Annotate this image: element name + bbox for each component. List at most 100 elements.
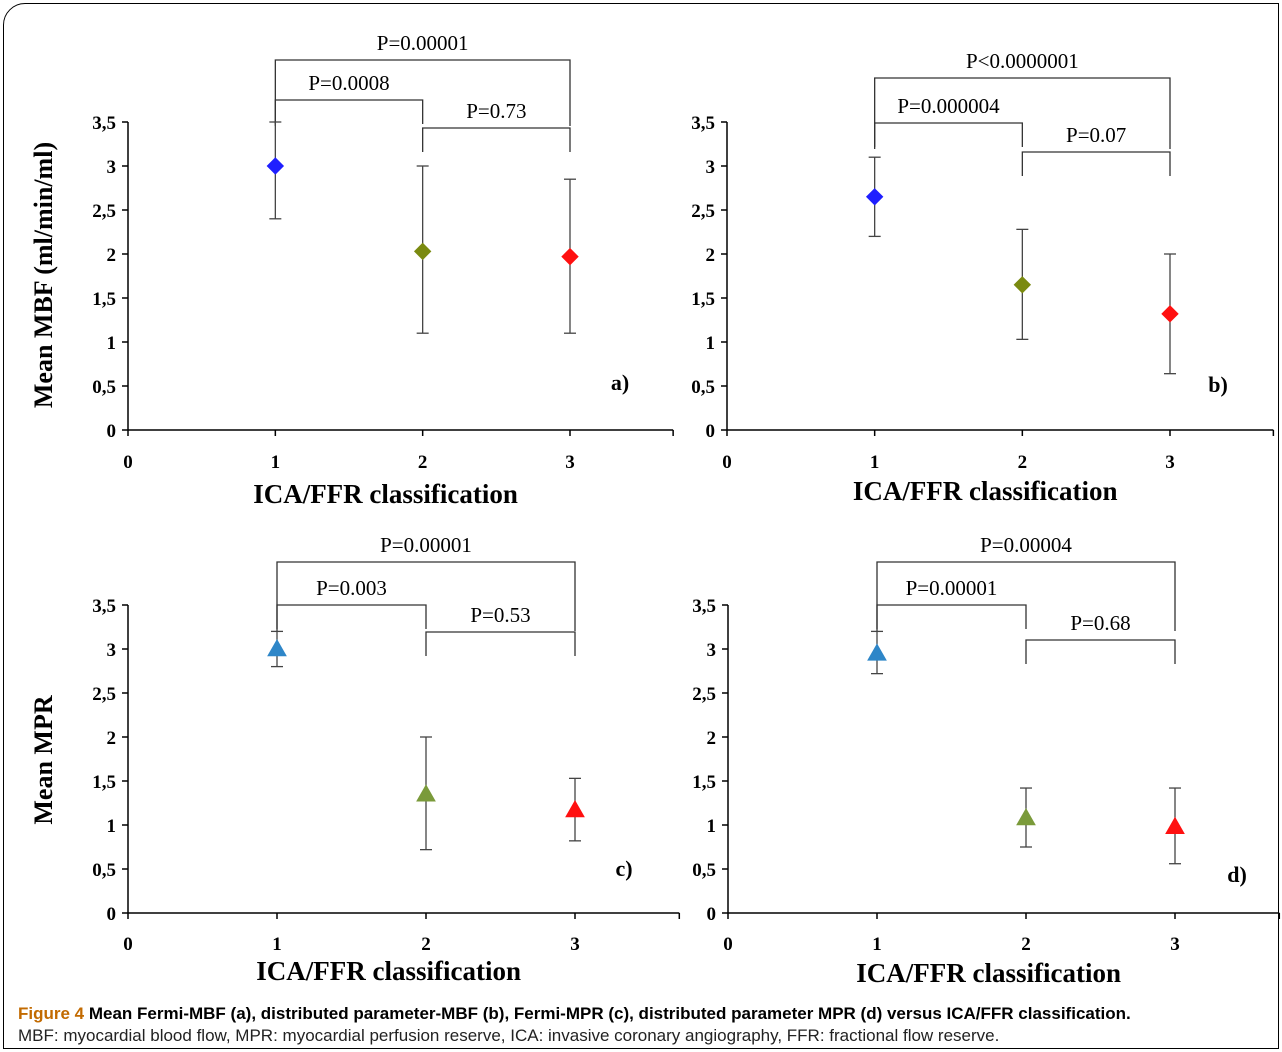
y-tick-label: 3,5 <box>92 596 116 617</box>
y-tick-label: 0,5 <box>92 377 116 398</box>
significance-bracket <box>874 122 1023 147</box>
x-tick-label: 3 <box>570 934 580 955</box>
y-axis-label: Mean MBF (ml/min/ml) <box>29 142 58 408</box>
panel-label: b) <box>1208 372 1228 397</box>
y-tick-label: 3 <box>706 157 716 178</box>
data-point-marker <box>1013 276 1032 294</box>
caption-note: MBF: myocardial blood flow, MPR: myocard… <box>18 1026 1000 1045</box>
significance-bracket <box>876 561 1176 631</box>
data-point-marker <box>413 242 432 261</box>
y-tick-label: 1,5 <box>692 772 716 793</box>
x-tick-label: 3 <box>1170 934 1180 955</box>
data-point-marker <box>867 643 887 661</box>
y-tick-label: 0 <box>107 421 117 442</box>
p-value-label: P=0.00001 <box>380 533 472 557</box>
x-tick-label: 1 <box>872 934 882 955</box>
y-tick-label: 1 <box>706 333 716 354</box>
p-value-label: P=0.003 <box>316 576 387 600</box>
y-tick-label: 3 <box>107 157 117 178</box>
x-tick-label: 3 <box>1165 452 1175 473</box>
significance-bracket <box>874 77 1171 149</box>
chart-panel-d: 0 0,5 1 1,5 2 2,5 3 3,5 0 1 2 3 ICA/FFR classificati… <box>692 533 1281 988</box>
p-value-label: P=0.68 <box>1070 611 1130 635</box>
x-axis-label: ICA/FFR classification <box>256 956 521 986</box>
data-point-marker <box>1161 305 1179 323</box>
data-point-marker <box>266 157 285 175</box>
y-tick-label: 0,5 <box>92 860 116 881</box>
charts-svg: 0 0,5 1 1,5 2 2,5 3 3,5 0 1 2 3 ICA/FFR classificati… <box>29 31 1281 988</box>
y-tick-label: 3 <box>707 640 717 661</box>
x-tick-label: 1 <box>271 452 281 473</box>
significance-bracket <box>276 561 576 631</box>
y-tick-label: 2,5 <box>92 684 116 705</box>
panel-label: d) <box>1227 862 1247 887</box>
p-value-label: P<0.0000001 <box>966 49 1079 73</box>
significance-bracket <box>1021 151 1171 176</box>
significance-bracket <box>425 631 576 656</box>
data-point-marker <box>416 784 436 802</box>
panel-label: c) <box>615 856 632 881</box>
data-point-marker <box>1016 807 1036 826</box>
y-tick-label: 1 <box>107 333 117 354</box>
x-tick-label: 0 <box>723 934 733 955</box>
y-tick-label: 3,5 <box>691 113 715 134</box>
p-value-label: P=0.53 <box>470 603 530 627</box>
significance-bracket <box>422 127 571 152</box>
significance-bracket <box>276 604 427 629</box>
y-tick-label: 3,5 <box>92 113 116 134</box>
data-point-marker <box>865 188 884 206</box>
x-tick-label: 0 <box>123 934 133 955</box>
figure-frame <box>3 3 1279 1049</box>
y-tick-label: 1 <box>107 816 117 837</box>
y-tick-label: 1,5 <box>92 772 116 793</box>
significance-bracket <box>1025 639 1176 664</box>
y-tick-label: 1,5 <box>92 289 116 310</box>
x-tick-label: 2 <box>1021 934 1031 955</box>
y-tick-label: 2,5 <box>92 201 116 222</box>
y-tick-label: 0,5 <box>691 377 715 398</box>
x-tick-label: 1 <box>870 452 880 473</box>
y-tick-label: 2 <box>107 728 117 749</box>
figure-caption: Figure 4 Mean Fermi-MBF (a), distributed… <box>18 1003 1273 1047</box>
chart-panel-a: 0 0,5 1 1,5 2 2,5 3 3,5 0 1 2 3 ICA/FFR classificati… <box>29 31 674 509</box>
x-axis-label: ICA/FFR classification <box>253 479 518 509</box>
y-tick-label: 2 <box>706 245 716 266</box>
x-tick-label: 0 <box>722 452 732 473</box>
y-tick-label: 1,5 <box>691 289 715 310</box>
y-tick-label: 2,5 <box>692 684 716 705</box>
y-tick-label: 2 <box>107 245 117 266</box>
y-tick-label: 3 <box>107 640 117 661</box>
y-tick-label: 2 <box>707 728 717 749</box>
caption-title: Mean Fermi-MBF (a), distributed paramete… <box>88 1004 1131 1023</box>
x-tick-label: 3 <box>565 452 575 473</box>
data-point-marker <box>565 800 585 818</box>
data-point-marker <box>561 247 579 266</box>
p-value-label: P=0.000004 <box>897 94 1000 118</box>
p-value-label: P=0.73 <box>466 99 526 123</box>
p-value-label: P=0.07 <box>1066 123 1126 147</box>
significance-bracket <box>274 99 424 124</box>
caption-title-line: Figure 4 Mean Fermi-MBF (a), distributed… <box>18 1003 1273 1025</box>
x-tick-label: 1 <box>272 934 282 955</box>
y-tick-label: 2,5 <box>691 201 715 222</box>
y-tick-label: 0 <box>107 904 117 925</box>
y-axis-label: Mean MPR <box>29 695 58 824</box>
x-tick-label: 2 <box>421 934 431 955</box>
significance-bracket <box>274 59 571 126</box>
y-tick-label: 0,5 <box>692 860 716 881</box>
x-tick-label: 2 <box>1018 452 1028 473</box>
x-tick-label: 0 <box>123 452 133 473</box>
y-tick-label: 0 <box>706 421 716 442</box>
p-value-label: P=0.0008 <box>308 71 389 95</box>
p-value-label: P=0.00001 <box>906 576 998 600</box>
data-point-marker <box>267 638 287 657</box>
chart-panel-b: 0 0,5 1 1,5 2 2,5 3 3,5 0 1 2 3 ICA/FFR classificati… <box>691 49 1275 506</box>
y-tick-label: 1 <box>707 816 717 837</box>
chart-panel-c: 0 0,5 1 1,5 2 2,5 3 3,5 0 1 2 3 ICA/FFR classificati… <box>29 533 681 986</box>
figure-number: Figure 4 <box>18 1004 85 1023</box>
p-value-label: P=0.00004 <box>980 533 1072 557</box>
y-tick-label: 3,5 <box>692 596 716 617</box>
x-axis-label: ICA/FFR classification <box>856 958 1121 988</box>
significance-bracket <box>876 604 1027 629</box>
